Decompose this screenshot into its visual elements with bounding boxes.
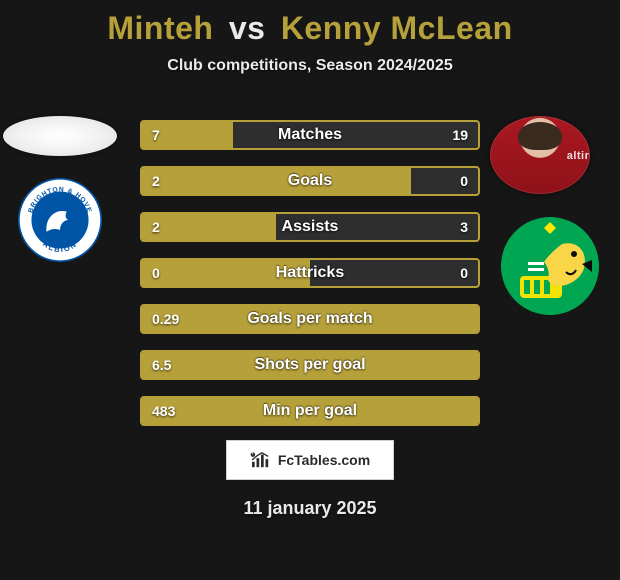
- title-player-2: Kenny McLean: [281, 10, 513, 46]
- root: Minteh vs Kenny McLean Club competitions…: [0, 0, 620, 580]
- bar-row: 0.29Goals per match: [140, 304, 480, 334]
- brighton-badge-icon: BRIGHTON & HOVE ALBION: [18, 178, 102, 262]
- player-1-avatar: [3, 116, 117, 156]
- player-2-avatar: [490, 116, 590, 194]
- fctables-chart-icon: [250, 451, 272, 469]
- bar-right-value: 19: [442, 122, 478, 148]
- bar-row: 6.5Shots per goal: [140, 350, 480, 380]
- page-title: Minteh vs Kenny McLean: [0, 0, 620, 47]
- bar-row: 2Goals0: [140, 166, 480, 196]
- footer-date: 11 january 2025: [0, 498, 620, 519]
- bar-label: Min per goal: [142, 398, 478, 424]
- bar-row: 2Assists3: [140, 212, 480, 242]
- title-player-1: Minteh: [107, 10, 213, 46]
- bar-label: Hattricks: [142, 260, 478, 286]
- bar-row: 483Min per goal: [140, 396, 480, 426]
- bar-right-value: 0: [450, 260, 478, 286]
- bar-row: 7Matches19: [140, 120, 480, 150]
- comparison-bars: 7Matches192Goals02Assists30Hattricks00.2…: [140, 120, 480, 442]
- bar-label: Goals per match: [142, 306, 478, 332]
- footer-logo: FcTables.com: [226, 440, 394, 480]
- bar-right-value: 3: [450, 214, 478, 240]
- subtitle: Club competitions, Season 2024/2025: [0, 57, 620, 75]
- bar-right-value: 0: [450, 168, 478, 194]
- title-vs: vs: [229, 10, 266, 46]
- bar-row: 0Hattricks0: [140, 258, 480, 288]
- club-badge-left: BRIGHTON & HOVE ALBION: [18, 178, 102, 262]
- footer-logo-text: FcTables.com: [278, 452, 370, 468]
- bar-label: Shots per goal: [142, 352, 478, 378]
- norwich-badge-icon: [500, 216, 600, 316]
- bar-label: Goals: [142, 168, 478, 194]
- bar-label: Assists: [142, 214, 478, 240]
- bar-label: Matches: [142, 122, 478, 148]
- club-badge-right: [500, 216, 600, 316]
